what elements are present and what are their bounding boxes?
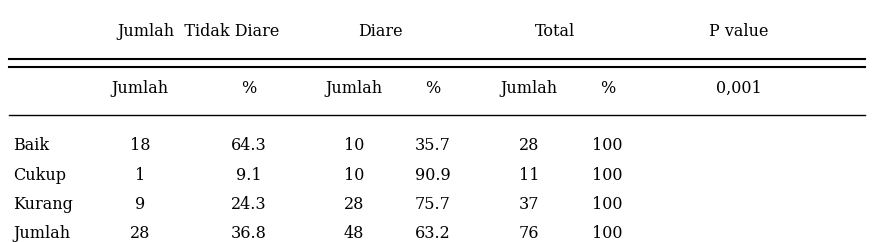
- Text: 64.3: 64.3: [232, 137, 267, 154]
- Text: 63.2: 63.2: [415, 225, 450, 242]
- Text: 24.3: 24.3: [232, 196, 267, 213]
- Text: 28: 28: [343, 196, 364, 213]
- Text: 36.8: 36.8: [231, 225, 267, 242]
- Text: Jumlah: Jumlah: [111, 80, 169, 97]
- Text: Diare: Diare: [357, 23, 403, 40]
- Text: 10: 10: [343, 167, 364, 184]
- Text: %: %: [241, 80, 257, 97]
- Text: 35.7: 35.7: [414, 137, 451, 154]
- Text: 76: 76: [518, 225, 539, 242]
- Text: 18: 18: [129, 137, 150, 154]
- Text: 48: 48: [343, 225, 364, 242]
- Text: 100: 100: [593, 167, 622, 184]
- Text: 1: 1: [135, 167, 145, 184]
- Text: 37: 37: [518, 196, 539, 213]
- Text: Jumlah: Jumlah: [500, 80, 558, 97]
- Text: Baik: Baik: [13, 137, 49, 154]
- Text: Total: Total: [535, 23, 575, 40]
- Text: Kurang: Kurang: [13, 196, 73, 213]
- Text: Jumlah  Tidak Diare: Jumlah Tidak Diare: [118, 23, 280, 40]
- Text: 90.9: 90.9: [415, 167, 450, 184]
- Text: 75.7: 75.7: [414, 196, 451, 213]
- Text: Jumlah: Jumlah: [13, 225, 70, 242]
- Text: 100: 100: [593, 196, 622, 213]
- Text: %: %: [600, 80, 615, 97]
- Text: 9: 9: [135, 196, 145, 213]
- Text: 11: 11: [518, 167, 539, 184]
- Text: 9.1: 9.1: [236, 167, 262, 184]
- Text: 28: 28: [129, 225, 150, 242]
- Text: 0,001: 0,001: [716, 80, 761, 97]
- Text: 100: 100: [593, 137, 622, 154]
- Text: %: %: [425, 80, 440, 97]
- Text: Jumlah: Jumlah: [325, 80, 383, 97]
- Text: 10: 10: [343, 137, 364, 154]
- Text: 100: 100: [593, 225, 622, 242]
- Text: Cukup: Cukup: [13, 167, 66, 184]
- Text: P value: P value: [709, 23, 768, 40]
- Text: 28: 28: [518, 137, 539, 154]
